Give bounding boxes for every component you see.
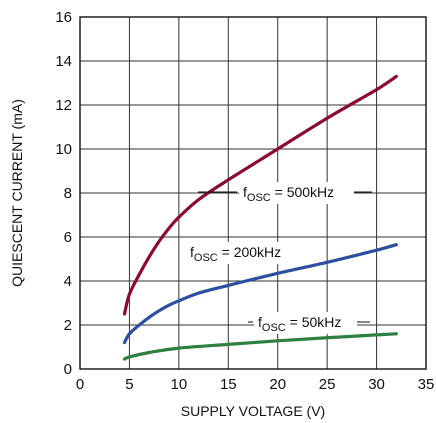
x-tick-label: 35	[418, 376, 435, 393]
y-axis-label: QUIESCENT CURRENT (mA)	[9, 99, 25, 287]
series-label-rest: = 50kHz	[286, 314, 342, 330]
series-line	[122, 243, 398, 345]
series-lines	[122, 74, 398, 361]
x-tick-label: 25	[319, 376, 336, 393]
y-tick-label: 12	[55, 97, 72, 114]
y-tick-label: 10	[55, 141, 72, 158]
y-tick-label: 8	[64, 185, 72, 202]
x-tick-label: 10	[171, 376, 188, 393]
y-tick-label: 6	[64, 229, 72, 246]
x-tick-label: 0	[76, 376, 84, 393]
series-label: fOSC = 50kHz	[258, 314, 341, 334]
x-tick-label: 5	[125, 376, 133, 393]
series-label-subscript: OSC	[194, 252, 218, 264]
series-label-rest: = 200kHz	[218, 244, 281, 260]
series-label: fOSC = 500kHz	[243, 184, 334, 204]
series-line	[122, 74, 398, 316]
series-label-subscript: OSC	[262, 322, 286, 334]
y-tick-label: 2	[64, 317, 72, 334]
series-label-main: f	[190, 244, 194, 260]
series-label-main: f	[243, 184, 247, 200]
y-tick-label: 14	[55, 53, 72, 70]
series-label: fOSC = 200kHz	[190, 244, 281, 264]
plot-frame	[79, 16, 427, 370]
x-axis-label: SUPPLY VOLTAGE (V)	[181, 403, 325, 419]
tick-labels: 0 5 10 15 20 25 30 35 0 2 4 6 8 10 12 14 16	[55, 9, 434, 393]
x-tick-label: 15	[220, 376, 237, 393]
series-label-subscript: OSC	[247, 192, 271, 204]
series-label-background	[186, 242, 302, 264]
x-tick-label: 30	[368, 376, 385, 393]
series-label-rest: = 500kHz	[271, 184, 334, 200]
x-tick-label: 20	[269, 376, 286, 393]
y-tick-label: 16	[55, 9, 72, 26]
series-label-background	[239, 182, 354, 204]
y-tick-label: 0	[64, 361, 72, 378]
series-label-main: f	[258, 314, 262, 330]
y-tick-label: 4	[64, 273, 72, 290]
series-label-background	[254, 312, 357, 334]
series-line	[122, 332, 398, 361]
